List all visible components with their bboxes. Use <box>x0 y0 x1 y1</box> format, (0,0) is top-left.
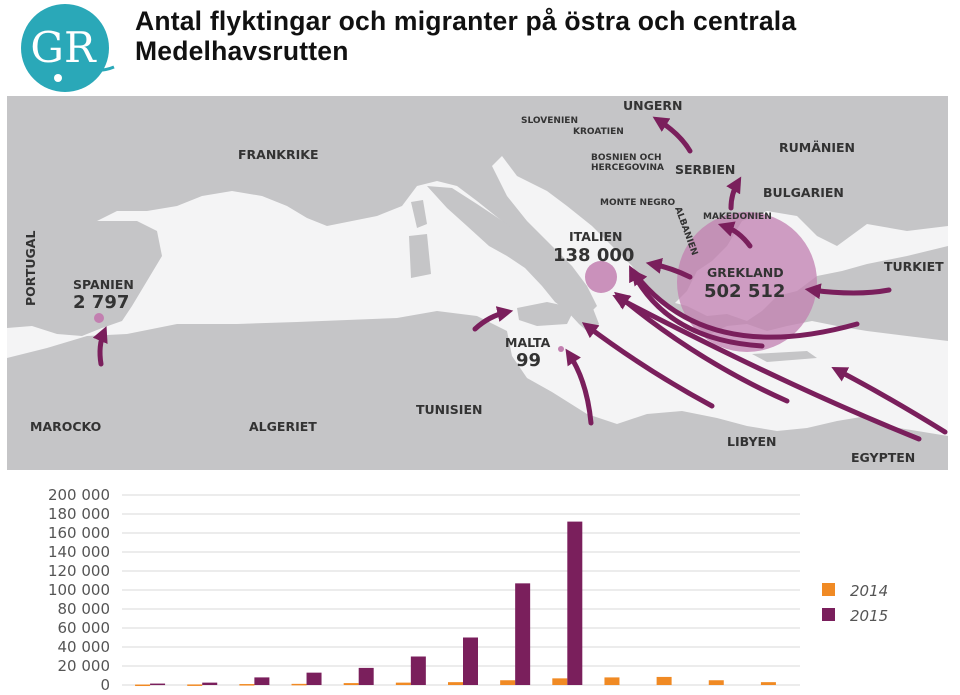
y-tick-label: 200 000 <box>48 486 110 504</box>
italy-land <box>427 186 599 334</box>
bar-2014 <box>135 684 151 687</box>
arrow-egypt <box>612 295 922 442</box>
count-italien: 138 000 <box>553 245 634 266</box>
arrow-serbien <box>726 176 742 211</box>
legend: 2014 2015 <box>822 582 888 625</box>
malta-dot <box>558 346 564 352</box>
label-bosnien-2: HERCEGOVINA <box>591 163 664 173</box>
arrow-libya-2 <box>614 291 790 404</box>
label-kroatien: KROATIEN <box>573 127 624 137</box>
page-title: Antal flyktingar och migranter på östra … <box>135 6 955 66</box>
label-serbien: SERBIEN <box>675 162 735 177</box>
spanien-dot <box>94 313 104 323</box>
label-frankrike: FRANKRIKE <box>238 147 319 162</box>
label-egypten: EGYPTEN <box>851 450 915 465</box>
y-tick-label: 40 000 <box>58 638 111 656</box>
title-line-2: Medelhavsrutten <box>135 36 349 66</box>
arrow-libya-1 <box>581 322 715 409</box>
africa-land <box>7 311 948 470</box>
logo-text: GR <box>30 23 97 72</box>
bar-2015 <box>306 672 322 685</box>
y-tick-label: 20 000 <box>58 657 111 675</box>
bar-2014 <box>604 677 620 685</box>
label-algeriet: ALGERIET <box>249 419 317 434</box>
arrow-greece-west-2 <box>631 268 860 340</box>
gr-logo: GR <box>21 4 115 92</box>
count-spanien: 2 797 <box>73 292 129 313</box>
bar-2015 <box>202 682 218 685</box>
legend-label-2015: 2015 <box>850 607 888 625</box>
label-spanien: SPANIEN <box>73 277 134 292</box>
bar-2015 <box>515 583 531 685</box>
label-slovenien: SLOVENIEN <box>521 116 578 126</box>
sicily-land <box>517 302 575 326</box>
y-tick-label: 80 000 <box>58 600 111 618</box>
bar-2014 <box>552 678 568 685</box>
title-line-1: Antal flyktingar och migranter på östra … <box>135 6 797 36</box>
label-turkiet: TURKIET <box>884 259 944 274</box>
italien-circle <box>585 261 617 293</box>
arrow-malta <box>565 348 594 426</box>
legend-swatch-2014 <box>822 583 835 596</box>
label-rumanien: RUMÄNIEN <box>779 140 855 155</box>
y-tick-label: 0 <box>100 676 110 694</box>
label-bulgarien: BULGARIEN <box>763 185 844 200</box>
bar-2014 <box>343 683 359 685</box>
label-ungern: UNGERN <box>623 98 683 113</box>
y-tick-label: 100 000 <box>48 581 110 599</box>
bar-2014 <box>239 684 255 686</box>
label-marocko: MAROCKO <box>30 419 101 434</box>
bar-2015 <box>358 667 374 685</box>
label-libyen: LIBYEN <box>727 434 777 449</box>
y-tick-label: 140 000 <box>48 543 110 561</box>
arrow-spain <box>92 326 108 367</box>
count-grekland: 502 512 <box>704 281 785 302</box>
label-makedonien: MAKEDONIEN <box>703 212 772 222</box>
y-tick-label: 120 000 <box>48 562 110 580</box>
y-tick-label: 160 000 <box>48 524 110 542</box>
bar-2014 <box>187 684 203 686</box>
bar-2015 <box>254 677 270 685</box>
bar-2015 <box>150 683 166 686</box>
legend-swatch-2015 <box>822 608 835 621</box>
y-tick-label: 180 000 <box>48 505 110 523</box>
bar-2014 <box>708 680 724 685</box>
arrow-tunisia <box>472 306 514 332</box>
iberia-land <box>7 221 162 336</box>
grekland-circle <box>677 212 817 352</box>
bar-2015 <box>567 521 583 685</box>
migration-map: UNGERN SLOVENIEN KROATIEN FRANKRIKE RUMÄ… <box>7 96 948 470</box>
arrow-egypt-2 <box>831 367 948 435</box>
legend-label-2014: 2014 <box>850 582 888 600</box>
bar-2014 <box>656 676 672 685</box>
bar-2014 <box>760 682 776 685</box>
y-tick-label: 60 000 <box>58 619 111 637</box>
bar-2015 <box>463 637 478 685</box>
bar-2014 <box>291 683 307 686</box>
label-italien: ITALIEN <box>569 229 623 244</box>
label-tunisien: TUNISIEN <box>416 402 482 417</box>
arrow-greece-italy <box>645 258 693 280</box>
arrow-ungern <box>652 116 693 154</box>
label-montenegro: MONTE NEGRO <box>600 198 676 208</box>
count-malta: 99 <box>516 350 541 371</box>
arrow-turkiet <box>804 283 892 300</box>
label-portugal: PORTUGAL <box>23 231 38 306</box>
bar-2014 <box>448 682 463 685</box>
bar-2015 <box>410 656 426 685</box>
bar-2014 <box>395 682 411 685</box>
label-grekland: GREKLAND <box>707 265 784 280</box>
europe-land <box>7 96 948 316</box>
label-malta: MALTA <box>505 335 551 350</box>
bar-2014 <box>500 680 516 685</box>
label-bosnien-1: BOSNIEN OCH <box>591 153 661 163</box>
arrow-makedonien <box>717 221 753 249</box>
